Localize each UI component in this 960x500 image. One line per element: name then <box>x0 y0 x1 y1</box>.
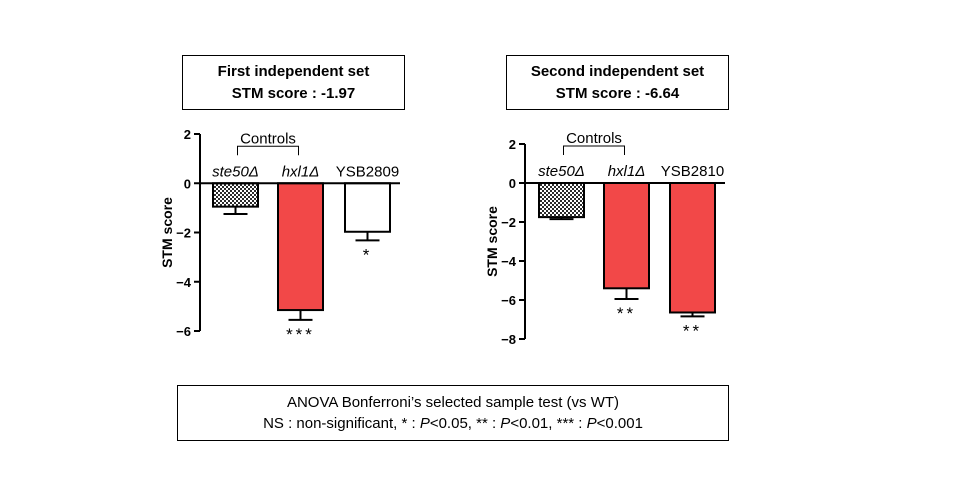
chart1-bar-1 <box>212 182 259 208</box>
chart1-y-tick-label: −6 <box>176 324 191 339</box>
significance-legend: NS : non-significant, * : P<0.05, ** : P… <box>263 415 643 432</box>
chart2-category-label-3: YSB2810 <box>661 163 724 180</box>
chart1-category-label-2: hxl1Δ <box>282 163 320 180</box>
chart2-significance-2: ** <box>617 304 636 323</box>
chart2-category-label-1: ste50Δ <box>538 163 585 180</box>
chart1-significance-3: * <box>363 245 373 264</box>
panel1-title: First independent set <box>217 63 370 80</box>
chart1-group: 2 0 −2 −4 −6 STM score ste50Δ *** hxl1Δ * YSB2809 C… <box>159 127 400 344</box>
chart2-bar-3 <box>669 182 716 314</box>
chart1-category-label-1: ste50Δ <box>212 163 259 180</box>
chart2-y-tick-label: −6 <box>501 293 516 308</box>
chart2-significance-3: ** <box>683 321 702 340</box>
chart2-y-tick-label: −4 <box>501 254 517 269</box>
chart1-y-tick-label: −4 <box>176 275 192 290</box>
panel2-title-box: Second independent set STM score : -6.64 <box>506 55 729 110</box>
chart1-bar-2 <box>277 182 324 312</box>
chart2-bar-1 <box>538 182 585 219</box>
chart2-group: 2 0 −2 −4 −6 −8 STM score ste50Δ ** hxl1Δ ** YSB281… <box>484 130 725 347</box>
panel1-title-box: First independent set STM score : -1.97 <box>182 55 405 110</box>
chart2-bar-2 <box>603 182 650 290</box>
chart2-y-tick-label: −2 <box>501 215 516 230</box>
panel2-title: Second independent set <box>530 63 705 80</box>
chart2-y-tick-label: 2 <box>509 137 516 152</box>
chart1-controls-label: Controls <box>240 130 296 147</box>
chart1-y-tick-label: −2 <box>176 226 191 241</box>
chart2-category-label-2: hxl1Δ <box>608 163 646 180</box>
chart2-y-tick-label: −8 <box>501 332 516 347</box>
chart2-y-tick-label: 0 <box>509 176 516 191</box>
statistics-method: ANOVA Bonferroni’s selected sample test … <box>286 394 620 411</box>
panel2-stm-score: STM score : -6.64 <box>555 85 680 102</box>
chart1-y-axis-label: STM score <box>159 197 175 268</box>
chart2-controls-bracket <box>563 145 625 155</box>
chart1-bar-3 <box>344 182 391 233</box>
panel1-stm-score: STM score : -1.97 <box>231 85 356 102</box>
chart1-category-label-3: YSB2809 <box>336 163 399 180</box>
chart1-y-tick-label: 0 <box>184 176 191 191</box>
chart1-controls-bracket <box>237 145 299 156</box>
chart1-y-tick-label: 2 <box>184 127 191 142</box>
chart1-significance-2: *** <box>286 325 315 344</box>
chart2-controls-label: Controls <box>566 130 622 147</box>
chart2-y-axis-label: STM score <box>484 206 500 277</box>
statistics-note-box: ANOVA Bonferroni’s selected sample test … <box>177 385 729 441</box>
